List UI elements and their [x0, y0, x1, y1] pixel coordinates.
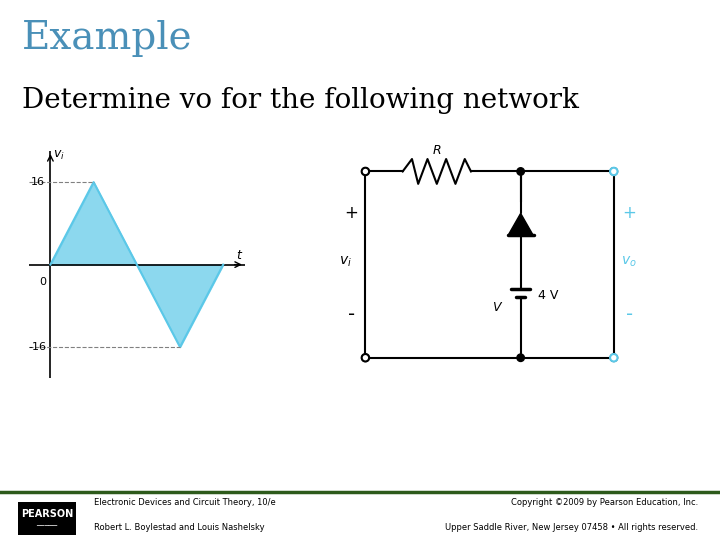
Text: Upper Saddle River, New Jersey 07458 • All rights reserved.: Upper Saddle River, New Jersey 07458 • A… — [445, 523, 698, 532]
Polygon shape — [508, 213, 533, 235]
Text: Example: Example — [22, 19, 192, 57]
Circle shape — [610, 168, 618, 175]
Text: Copyright ©2009 by Pearson Education, Inc.: Copyright ©2009 by Pearson Education, In… — [511, 498, 698, 507]
Text: Robert L. Boylestad and Louis Nashelsky: Robert L. Boylestad and Louis Nashelsky — [94, 523, 264, 532]
Circle shape — [361, 168, 369, 175]
Text: Electronic Devices and Circuit Theory, 10/e: Electronic Devices and Circuit Theory, 1… — [94, 498, 275, 507]
Text: +: + — [344, 204, 359, 222]
Text: 0: 0 — [40, 278, 47, 287]
Text: +: + — [622, 204, 636, 222]
Circle shape — [610, 354, 618, 361]
Text: ─────: ───── — [36, 523, 58, 530]
Text: R: R — [433, 144, 441, 157]
Text: $v_o$: $v_o$ — [621, 254, 637, 269]
Text: 16: 16 — [31, 177, 45, 187]
Text: -: - — [626, 306, 633, 325]
Text: $v_i$: $v_i$ — [339, 254, 351, 269]
Circle shape — [610, 168, 618, 175]
Text: 4 V: 4 V — [538, 289, 558, 302]
Circle shape — [361, 354, 369, 361]
Circle shape — [361, 168, 369, 175]
Circle shape — [517, 354, 524, 361]
Text: $v_i$: $v_i$ — [53, 148, 64, 161]
Text: V: V — [492, 301, 500, 314]
Circle shape — [517, 168, 524, 175]
Circle shape — [361, 354, 369, 361]
Text: -: - — [348, 306, 355, 325]
Circle shape — [610, 354, 618, 361]
Text: Determine vo for the following network: Determine vo for the following network — [22, 87, 579, 114]
Text: PEARSON: PEARSON — [21, 509, 73, 518]
Text: -16: -16 — [29, 342, 47, 352]
Text: $t$: $t$ — [236, 249, 243, 262]
